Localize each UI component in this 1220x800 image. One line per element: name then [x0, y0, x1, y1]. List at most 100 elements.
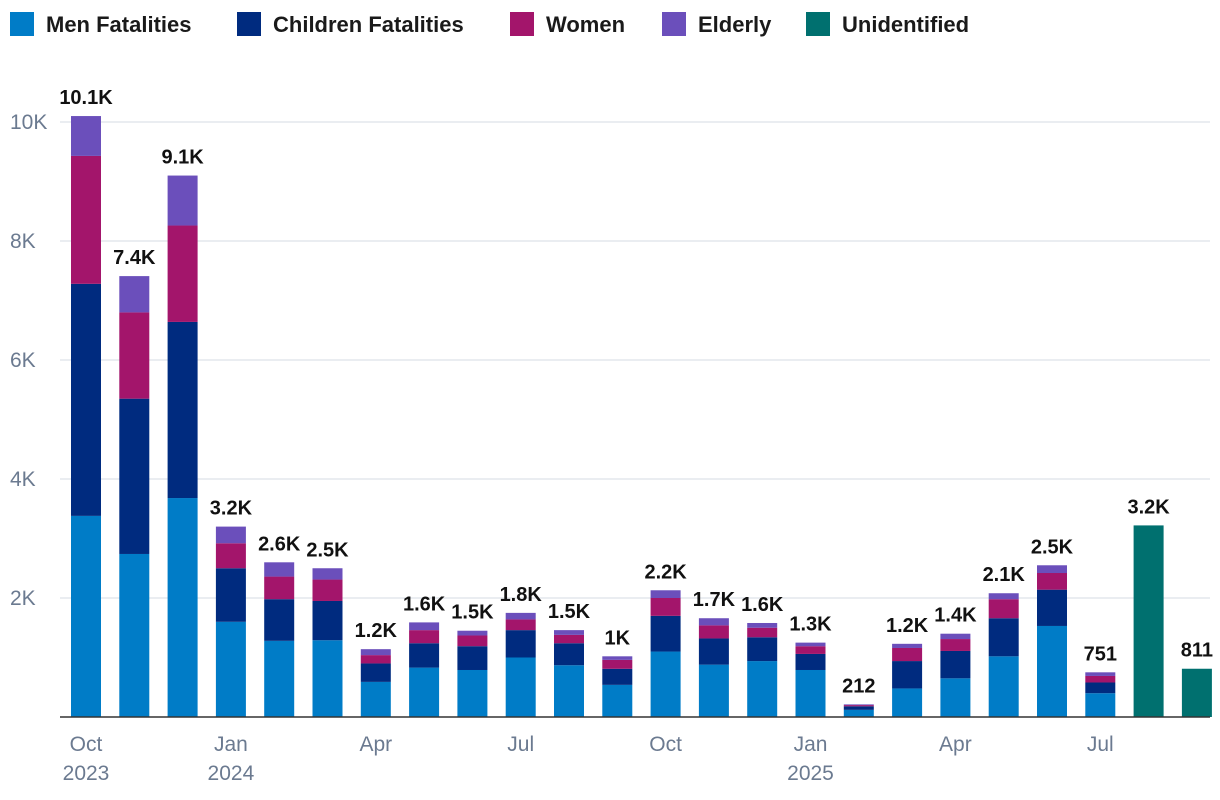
- bar-men-fatalities: [264, 640, 295, 717]
- bar-elderly: [167, 175, 198, 226]
- bar-elderly: [940, 633, 971, 640]
- bar-elderly: [505, 612, 536, 620]
- x-tick-month: Jul: [507, 733, 534, 756]
- bar-stack-2024-02: [264, 562, 295, 717]
- bar-elderly: [457, 630, 488, 636]
- bar-elderly: [650, 590, 681, 598]
- bar-children-fatalities: [409, 643, 440, 668]
- bar-children-fatalities: [747, 637, 778, 662]
- total-label: 751: [1084, 643, 1117, 665]
- bar-men-fatalities: [312, 640, 343, 717]
- bar-children-fatalities: [602, 668, 633, 685]
- bar-children-fatalities: [71, 283, 101, 516]
- bar-children-fatalities: [505, 630, 536, 658]
- bar-women: [119, 312, 150, 399]
- bar-children-fatalities: [940, 650, 971, 679]
- bar-stack-2024-01: [215, 526, 246, 717]
- bar-children-fatalities: [360, 663, 391, 682]
- bar-men-fatalities: [650, 651, 681, 717]
- bar-children-fatalities: [795, 653, 826, 670]
- bar-women: [554, 634, 584, 644]
- bar-stack-2024-09: [602, 656, 633, 717]
- bar-children-fatalities: [892, 661, 923, 689]
- legend-item-children-fatalities: Children Fatalities: [237, 12, 464, 37]
- bar-women: [988, 599, 1019, 619]
- bar-stack-2025-09: [1181, 668, 1212, 717]
- bar-men-fatalities: [409, 667, 440, 717]
- legend-label: Elderly: [698, 12, 772, 37]
- total-label: 1.7K: [693, 589, 736, 611]
- bar-children-fatalities: [554, 643, 584, 666]
- bar-women: [940, 639, 971, 651]
- bar-women: [698, 625, 729, 639]
- bar-children-fatalities: [167, 321, 198, 499]
- bar-elderly: [215, 526, 246, 544]
- total-label: 1.2K: [886, 615, 929, 637]
- x-tick-month: Oct: [649, 733, 682, 756]
- total-label: 2.6K: [258, 533, 301, 555]
- bar-men-fatalities: [457, 669, 488, 717]
- bar-stack-2024-03: [312, 568, 343, 717]
- bar-men-fatalities: [554, 665, 584, 717]
- legend-label: Children Fatalities: [273, 12, 464, 37]
- bar-women: [360, 655, 391, 664]
- bar-women: [747, 627, 778, 638]
- bar-elderly: [698, 618, 729, 626]
- bar-women: [892, 647, 923, 662]
- x-tick-year: 2023: [63, 762, 110, 785]
- legend-swatch: [510, 12, 534, 36]
- bar-men-fatalities: [71, 515, 101, 717]
- total-label: 1K: [605, 627, 631, 649]
- bar-elderly: [71, 116, 101, 156]
- bar-stack-2025-05: [988, 593, 1019, 717]
- total-label: 212: [842, 675, 875, 697]
- total-label: 2.2K: [644, 561, 687, 583]
- total-label: 2.5K: [1031, 536, 1074, 558]
- bar-unidentified: [1133, 525, 1164, 717]
- total-label: 1.6K: [403, 593, 446, 615]
- x-tick-month: Jul: [1087, 733, 1114, 756]
- bar-elderly: [554, 630, 584, 635]
- bar-stack-2024-07: [505, 612, 536, 717]
- bar-women: [71, 155, 101, 284]
- bar-women: [215, 543, 246, 569]
- bar-men-fatalities: [360, 681, 391, 717]
- x-tick-month: Apr: [359, 733, 392, 756]
- bar-elderly: [843, 704, 874, 706]
- total-label: 1.5K: [548, 601, 591, 623]
- bar-elderly: [795, 642, 826, 647]
- bar-children-fatalities: [988, 618, 1019, 657]
- y-tick-label: 2K: [10, 587, 36, 610]
- bar-stack-2025-07: [1085, 672, 1116, 717]
- bar-elderly: [312, 568, 343, 580]
- total-label: 3.2K: [210, 498, 253, 520]
- bar-men-fatalities: [747, 661, 778, 717]
- bar-women: [1037, 573, 1067, 590]
- x-tick-month: Oct: [70, 733, 103, 756]
- bar-elderly: [119, 276, 150, 313]
- bar-women: [843, 705, 874, 707]
- x-tick-year: 2024: [208, 762, 255, 785]
- bar-men-fatalities: [698, 664, 729, 717]
- bar-elderly: [409, 622, 440, 631]
- legend-swatch: [806, 12, 830, 36]
- y-tick-label: 8K: [10, 230, 36, 253]
- legend-item-women: Women: [510, 12, 625, 37]
- bar-elderly: [892, 643, 923, 648]
- bar-elderly: [602, 656, 633, 660]
- bar-women: [312, 579, 343, 601]
- bar-women: [167, 225, 198, 322]
- bar-men-fatalities: [119, 553, 150, 717]
- bar-elderly: [988, 593, 1019, 600]
- total-label: 1.6K: [741, 594, 784, 616]
- bars: [71, 116, 1212, 717]
- bar-children-fatalities: [312, 600, 343, 641]
- bar-children-fatalities: [457, 646, 488, 670]
- bar-men-fatalities: [215, 621, 246, 717]
- bar-children-fatalities: [215, 568, 246, 622]
- legend-swatch: [10, 12, 34, 36]
- total-label: 2.5K: [306, 539, 349, 561]
- bar-children-fatalities: [698, 638, 729, 665]
- bar-men-fatalities: [505, 657, 536, 717]
- x-axis: Oct 2023 Jan 2024 Apr Jul Oct Jan 2025 Apr Jul: [60, 716, 1210, 785]
